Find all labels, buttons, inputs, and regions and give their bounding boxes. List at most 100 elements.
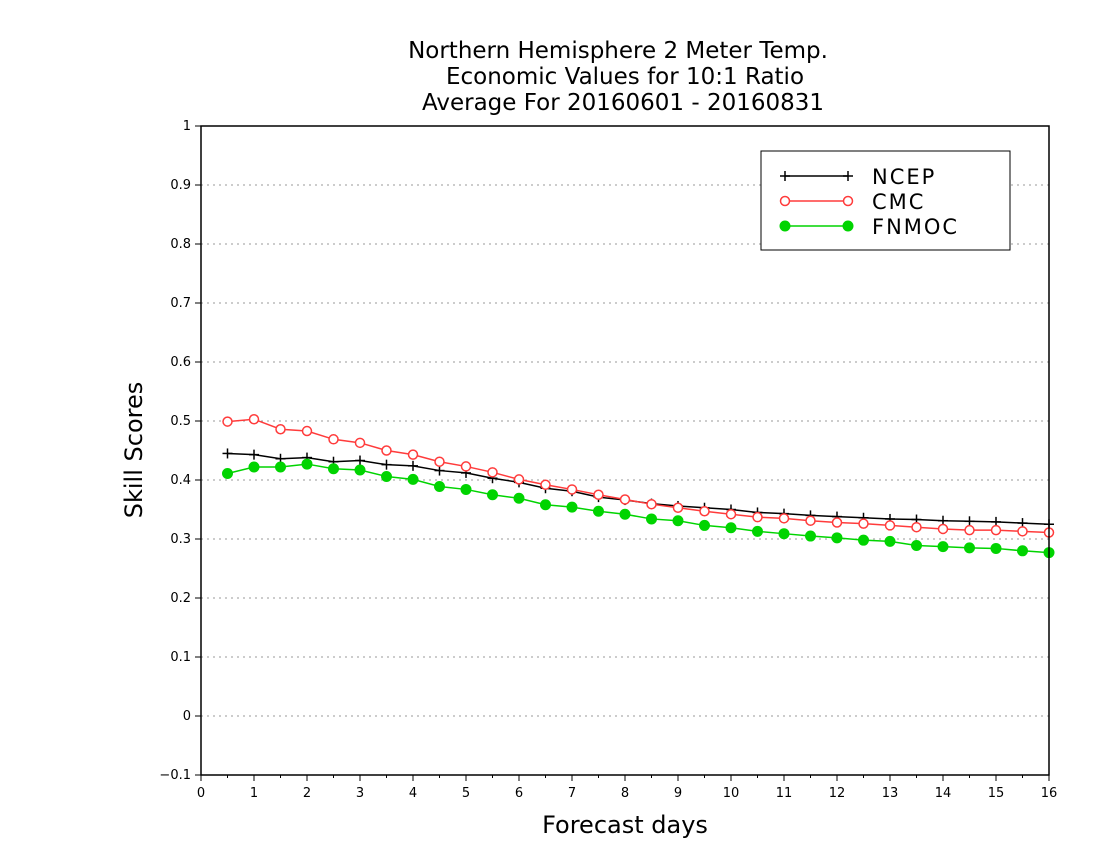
fnmoc-point [831,532,843,544]
legend-item-fnmoc: FNMOC [779,215,959,239]
cmc-point [381,445,392,456]
y-tick-label: 0.2 [170,591,191,606]
cmc-point [407,449,419,460]
cmc-point [513,474,525,485]
ncep-point [408,460,418,471]
cmc-point [964,524,975,536]
cmc-point [752,511,763,523]
x-tick-label: 4 [409,786,417,801]
fnmoc-point [752,525,763,537]
ncep-point [249,449,259,460]
fnmoc-point [566,501,578,513]
cmc-point [672,502,684,513]
ncep-point [222,448,233,459]
fnmoc-point [248,461,260,473]
x-tick-label: 2 [303,786,311,801]
legend-item-cmc: CMC [779,190,925,214]
x-tick-label: 9 [674,786,682,801]
legend-marker [843,171,853,181]
legend-marker [779,195,791,207]
cmc-point [646,498,657,510]
legend-label: NCEP [872,165,936,189]
ncep-point [381,459,392,470]
fnmoc-point [911,539,922,551]
cmc-line [227,418,1050,534]
legend-label: FNMOC [872,215,959,239]
x-tick-label: 12 [829,786,846,801]
y-tick-label: 0.9 [170,178,191,193]
fnmoc-line [227,463,1050,554]
fnmoc-point [672,515,684,527]
fnmoc-point [805,530,816,542]
cmc-point [566,484,578,495]
y-tick-label: 0 [183,709,191,724]
series-fnmoc [222,458,1055,559]
cmc-point [301,425,313,437]
fnmoc-point [990,542,1002,554]
legend-item-ncep: NCEP [780,165,936,189]
fnmoc-point [407,473,419,485]
fnmoc-point [275,461,286,473]
fnmoc-point [513,492,525,504]
fnmoc-point [328,463,339,475]
x-tick-label: 8 [621,786,629,801]
series-cmc [222,413,1055,538]
legend-marker [779,220,791,232]
x-tick-label: 15 [988,786,1005,801]
x-tick-label: 7 [568,786,576,801]
x-tick-label: 3 [356,786,364,801]
x-tick-label: 10 [723,786,740,801]
fnmoc-point [222,468,233,480]
legend-marker [842,195,854,207]
fnmoc-point [354,464,366,476]
cmc-point [884,520,896,531]
fnmoc-point [884,535,896,547]
legend-marker [842,220,854,232]
fnmoc-point [540,499,551,511]
cmc-point [831,517,843,528]
y-tick-label: 0.4 [170,473,191,488]
cmc-point [328,434,339,445]
fnmoc-point [1017,545,1028,557]
ncep-point [434,465,445,476]
ncep-line [227,452,1050,525]
cmc-point [275,424,286,435]
fnmoc-point [487,489,498,501]
y-tick-label: 0.1 [170,650,191,665]
cmc-point [725,508,737,520]
legend-label: CMC [872,190,925,214]
cmc-point [354,437,366,449]
x-tick-label: 0 [197,786,205,801]
y-tick-label: 0.5 [170,414,191,429]
cmc-point [805,515,816,526]
legend-marker [780,171,790,181]
y-axis: −0.1 0 0.1 0.2 0.3 0.4 0.5 0.6 0.7 0.8 0.9 1 [159,119,201,783]
fnmoc-point [381,470,392,482]
title-line-2: Economic Values for 10:1 Ratio [446,64,804,90]
y-tick-label: 0.6 [170,355,191,370]
y-tick-label: 0.7 [170,296,191,311]
ncep-point [355,455,365,466]
cmc-point [434,456,445,467]
fnmoc-point [619,508,631,520]
gridlines [201,184,1049,717]
cmc-point [540,479,551,490]
x-tick-label: 11 [776,786,793,801]
x-tick-label: 5 [462,786,470,801]
cmc-point [937,523,949,535]
title-line-3: Average For 20160601 - 20160831 [422,90,824,116]
x-tick-label: 1 [250,786,258,801]
title-line-1: Northern Hemisphere 2 Meter Temp. [408,38,828,64]
cmc-point [990,524,1002,536]
y-tick-label: 0.8 [170,237,191,252]
y-axis-label: Skill Scores [120,382,148,519]
x-tick-label: 16 [1041,786,1058,801]
cmc-point [778,513,790,524]
fnmoc-point [964,542,975,554]
fnmoc-point [699,519,710,531]
fnmoc-point [778,528,790,540]
fnmoc-point [858,534,869,546]
cmc-point [487,467,498,478]
